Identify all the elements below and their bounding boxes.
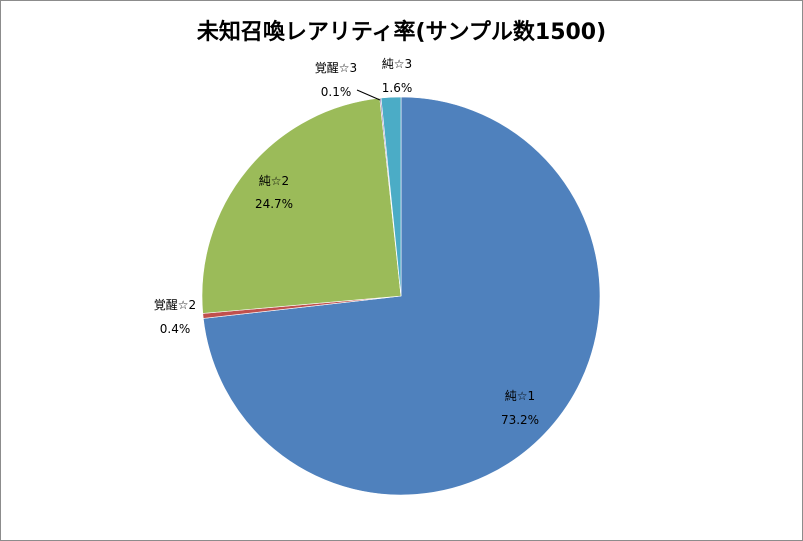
slice-name-awakened-3: 覚醒☆3 [315,61,357,75]
pie-slice-pure-2 [201,97,402,314]
pie-slices [201,96,601,496]
leader-lines [356,89,381,101]
slice-value-pure-2: 24.7% [255,197,293,211]
slice-value-pure-3: 1.6% [382,81,413,95]
leader-line-awakened-3 [356,89,381,101]
chart-title: 未知召喚レアリティ率(サンプル数1500) [196,20,607,45]
slice-value-pure-1: 73.2% [501,413,539,427]
slice-value-awakened-2: 0.4% [160,322,191,336]
slice-name-awakened-2: 覚醒☆2 [154,298,196,312]
pie-slice-pure-1 [202,96,601,496]
slice-value-awakened-3: 0.1% [321,85,352,99]
slice-labels: 純☆1 73.2% 覚醒☆2 0.4% 純☆2 24.7% 覚醒☆3 0.1% 純☆3 1.6% [154,57,539,427]
slice-name-pure-3: 純☆3 [382,57,412,71]
slice-name-pure-1: 純☆1 [505,389,535,403]
slice-name-pure-2: 純☆2 [259,174,289,188]
pie-slice-pure-3 [380,96,402,297]
